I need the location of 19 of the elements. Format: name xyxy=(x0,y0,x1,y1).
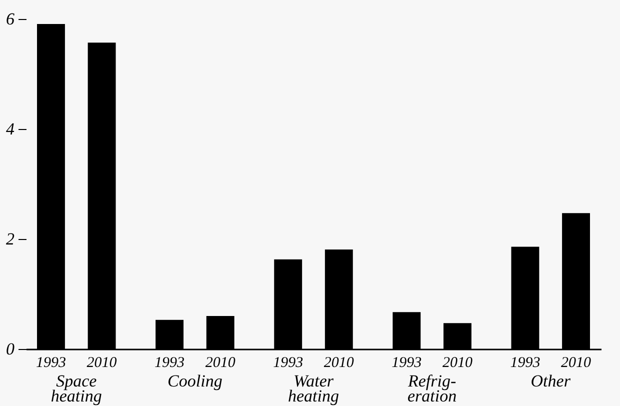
x-tick-label: Space heating xyxy=(50,372,102,406)
text: 1993 xyxy=(273,355,304,371)
y-tick-label: 0 xyxy=(6,340,15,358)
y-tick-label: 4 xyxy=(6,120,15,138)
text: 2010 xyxy=(86,355,117,371)
text: 1993 xyxy=(154,355,185,371)
text: 1993 xyxy=(510,355,540,371)
x-tick-label: Water heating xyxy=(288,372,339,406)
text: 2010 xyxy=(561,355,592,371)
text: 2010 xyxy=(205,355,236,371)
x-tick-label: Other xyxy=(530,372,571,390)
y-tick-label: 2 xyxy=(6,230,15,248)
text: 2010 xyxy=(442,355,472,371)
y-tick-label: 6 xyxy=(6,10,15,28)
x-tick-label: Refrig- eration xyxy=(406,372,457,406)
x-tick-label: Cooling xyxy=(168,372,222,390)
text: 1993 xyxy=(392,355,422,371)
series-label: 2010 xyxy=(324,355,354,371)
legend-label: 1993 xyxy=(36,355,66,371)
